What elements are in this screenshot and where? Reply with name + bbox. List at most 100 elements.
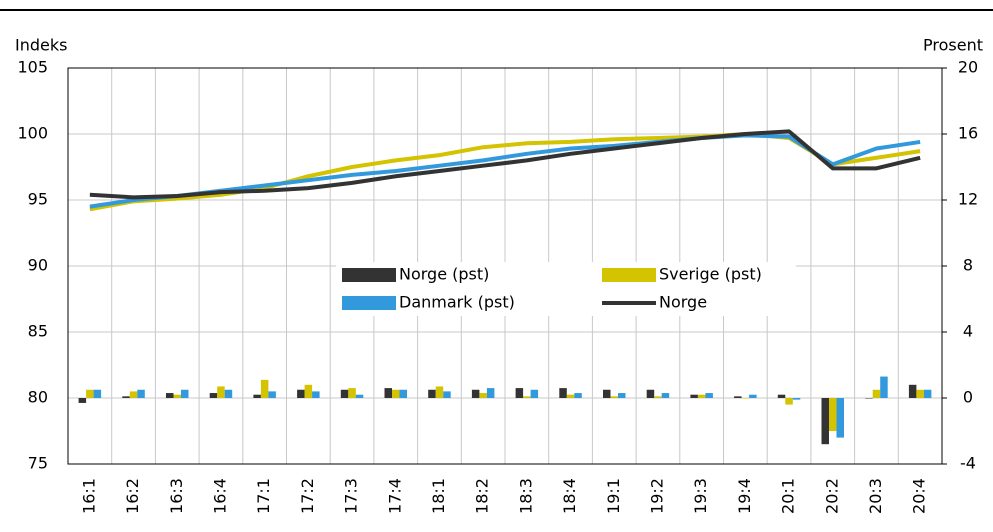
x-tick-label: 16:1: [79, 478, 98, 514]
bar: [78, 398, 87, 403]
bar: [603, 389, 611, 398]
bar: [173, 394, 181, 398]
y-tick-label: 80: [28, 388, 48, 407]
legend-label: Sverige (pst): [659, 265, 762, 284]
legend-label: Norge (pst): [399, 265, 489, 284]
y-tick-label: 90: [28, 256, 48, 275]
y-tick-label: 75: [28, 454, 48, 473]
x-tick-label: 17:3: [342, 478, 361, 514]
legend-label: Norge: [659, 293, 707, 312]
bar: [749, 394, 757, 398]
x-tick-label: 17:2: [298, 478, 317, 514]
x-tick-label: 19:3: [691, 478, 710, 514]
x-tick-label: 18:3: [516, 478, 535, 514]
y2-tick-label: 16: [958, 124, 978, 143]
bar: [312, 391, 320, 398]
bar: [181, 389, 189, 398]
legend-swatch: [602, 268, 656, 282]
bar: [566, 394, 575, 398]
bar: [734, 396, 742, 398]
bar: [610, 396, 618, 398]
bar: [443, 391, 451, 398]
y2-tick-label: 20: [958, 58, 978, 77]
x-tick-label: 20:3: [866, 478, 885, 514]
x-tick-label: 17:4: [385, 478, 404, 514]
bar: [137, 389, 145, 398]
bar: [348, 388, 356, 398]
x-tick-label: 20:4: [910, 478, 929, 514]
y-tick-label: 95: [28, 190, 48, 209]
bar: [268, 391, 276, 398]
bar: [916, 389, 924, 398]
bar: [741, 398, 750, 399]
y2-tick-label: -4: [960, 454, 976, 473]
bar: [777, 394, 786, 398]
y2-tick-label: 12: [958, 190, 978, 209]
bar: [865, 398, 873, 399]
x-tick-label: 19:1: [604, 478, 623, 514]
bar: [392, 389, 400, 398]
bar: [253, 394, 261, 398]
bar: [217, 386, 225, 398]
x-tick-label: 18:4: [560, 478, 579, 514]
bar: [618, 393, 626, 398]
x-tick-label: 18:2: [473, 478, 492, 514]
bar: [428, 389, 436, 398]
plot-frame: [67, 67, 943, 465]
bar: [661, 393, 670, 398]
y2-axis-label: Prosent: [923, 36, 983, 55]
bar: [523, 396, 531, 398]
bar: [304, 384, 313, 398]
y2-tick-label: 0: [963, 388, 973, 407]
bar: [559, 388, 567, 398]
bar: [122, 396, 130, 398]
bar: [530, 389, 539, 398]
x-tick-label: 20:2: [822, 478, 841, 514]
bar: [515, 388, 524, 398]
bar: [908, 384, 917, 398]
y2-tick-label: 8: [963, 256, 973, 275]
bar: [646, 389, 655, 398]
y-tick-label: 105: [17, 58, 48, 77]
x-tick-label: 16:4: [210, 478, 229, 514]
bar: [697, 394, 706, 398]
bar: [690, 394, 698, 398]
y-tick-label: 100: [17, 124, 48, 143]
bar: [166, 393, 174, 398]
bar: [93, 389, 102, 398]
legend-bg: [336, 262, 796, 316]
x-tick-label: 16:3: [167, 478, 186, 514]
bar: [340, 389, 349, 398]
bar: [785, 398, 793, 405]
bar: [479, 393, 487, 398]
bar: [821, 398, 829, 445]
bar: [297, 389, 305, 398]
x-tick-label: 19:4: [735, 478, 754, 514]
bar: [705, 393, 713, 398]
y2-tick-label: 4: [963, 322, 973, 341]
bar: [574, 393, 582, 398]
bar: [129, 391, 138, 398]
bar: [829, 398, 837, 431]
bar: [355, 394, 364, 398]
bar: [872, 389, 881, 398]
legend-label: Danmark (pst): [399, 293, 515, 312]
bar: [435, 386, 444, 398]
bar: [399, 389, 407, 398]
y-axis-label: Indeks: [15, 36, 67, 55]
bar: [923, 389, 932, 398]
x-tick-label: 16:2: [123, 478, 142, 514]
legend: Norge (pst) Sverige (pst) Danmark (pst) Nor…: [336, 262, 796, 316]
legend-swatch: [342, 296, 396, 310]
bar: [654, 396, 662, 398]
bar: [486, 388, 495, 398]
bar: [209, 393, 218, 398]
x-tick-label: 17:1: [254, 478, 273, 514]
x-tick-label: 20:1: [779, 478, 798, 514]
bar: [86, 389, 94, 398]
legend-swatch: [342, 268, 396, 282]
bar: [260, 379, 269, 398]
bar: [384, 388, 392, 398]
bar: [880, 376, 888, 398]
